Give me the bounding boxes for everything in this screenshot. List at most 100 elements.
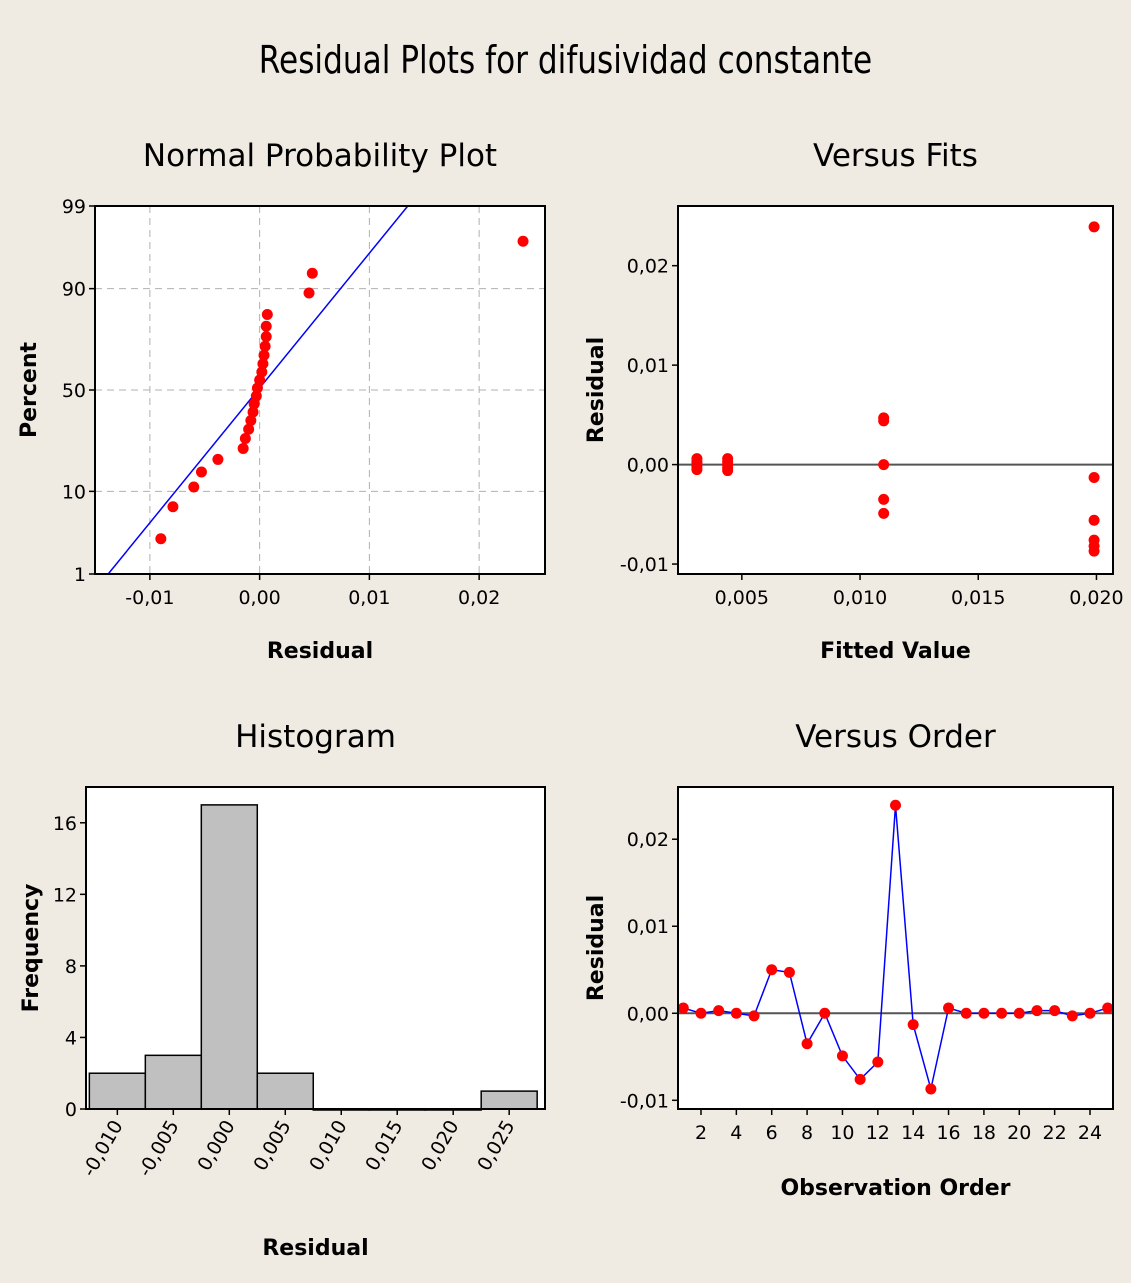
- residual-point: [260, 320, 272, 332]
- residual-point: [819, 1007, 831, 1019]
- figure-title: Residual Plots for difusividad constante: [258, 38, 873, 82]
- residual-point: [1031, 1005, 1043, 1017]
- y-axis-label: Residual: [584, 895, 609, 1001]
- plot-area: [678, 206, 1113, 574]
- residual-point: [943, 1002, 955, 1014]
- residual-point: [1084, 1007, 1096, 1019]
- residual-point: [695, 1007, 707, 1019]
- residual-point: [748, 1010, 760, 1022]
- residual-point: [1066, 1010, 1078, 1022]
- residual-point: [212, 453, 224, 465]
- x-tick-label: 20: [1007, 1122, 1031, 1144]
- residual-point: [801, 1038, 813, 1050]
- x-axis-label: Residual: [267, 639, 373, 664]
- residual-point: [258, 349, 270, 361]
- residual-point: [878, 415, 890, 427]
- x-tick-label: 0,005: [249, 1117, 295, 1175]
- x-tick-label: 0,02: [458, 587, 500, 609]
- residual-point: [517, 235, 529, 247]
- x-tick-label: 10: [830, 1122, 854, 1144]
- x-tick-label: 4: [730, 1122, 742, 1144]
- x-tick-label: 0,015: [361, 1117, 407, 1175]
- x-tick-label: 12: [866, 1122, 890, 1144]
- residual-point: [1088, 514, 1100, 526]
- y-tick-label: 0,02: [627, 829, 669, 851]
- residual-point: [836, 1050, 848, 1062]
- residual-point: [878, 459, 890, 471]
- x-axis-label: Fitted Value: [820, 639, 971, 664]
- y-axis-label: Residual: [584, 337, 609, 443]
- residual-point: [237, 442, 249, 454]
- x-tick-label: 0,015: [951, 587, 1005, 609]
- residual-point: [1013, 1007, 1025, 1019]
- residual-point: [247, 406, 259, 418]
- y-axis-label: Percent: [17, 342, 42, 439]
- y-tick-label: 0: [65, 1099, 77, 1121]
- histogram-bar: [144, 1054, 203, 1110]
- residual-point: [259, 340, 271, 352]
- y-tick-label: 90: [62, 279, 86, 301]
- x-tick-label: 2: [695, 1122, 707, 1144]
- residual-point: [713, 1005, 725, 1017]
- chart-title: Histogram: [235, 719, 396, 755]
- residual-point: [256, 366, 268, 378]
- residual-point: [303, 287, 315, 299]
- x-tick-label: 6: [766, 1122, 778, 1144]
- residual-point: [188, 481, 200, 493]
- histogram-bar: [200, 804, 259, 1110]
- plot-area: [95, 206, 545, 574]
- x-tick-label: 0,020: [1069, 587, 1123, 609]
- residual-point: [1049, 1005, 1061, 1017]
- histogram-bar: [480, 1090, 538, 1110]
- residual-point: [925, 1083, 937, 1095]
- y-tick-label: 0,01: [627, 916, 669, 938]
- histogram-bar: [88, 1072, 147, 1110]
- x-tick-label: 0,020: [417, 1117, 463, 1175]
- x-tick-label: 14: [901, 1122, 925, 1144]
- residual-point: [722, 465, 734, 477]
- x-tick-label: 0,010: [305, 1117, 351, 1175]
- residual-point: [261, 309, 273, 321]
- y-tick-label: 4: [65, 1027, 77, 1049]
- x-tick-label: 0,010: [833, 587, 887, 609]
- residual-point: [260, 331, 272, 343]
- residual-point: [907, 1019, 919, 1031]
- x-tick-label: 16: [936, 1122, 960, 1144]
- y-tick-label: 1: [74, 564, 86, 586]
- y-axis-label: Frequency: [19, 884, 44, 1013]
- residual-point: [167, 501, 179, 513]
- y-tick-label: 8: [65, 956, 77, 978]
- chart-title: Versus Order: [795, 719, 996, 755]
- versus-fits-chart: Versus Fits Fitted Value Residual 0,005 0,01…: [584, 138, 1124, 664]
- x-tick-label: -0,010: [78, 1117, 128, 1181]
- y-tick-label: 0,00: [627, 1003, 669, 1025]
- residual-point: [996, 1007, 1008, 1019]
- x-tick-label: 0,005: [715, 587, 769, 609]
- x-tick-label: -0,005: [134, 1117, 184, 1181]
- normal-probability-chart: Normal Probability Plot Residual Percent -0…: [17, 138, 546, 664]
- x-tick-label: 8: [801, 1122, 813, 1144]
- chart-title: Normal Probability Plot: [143, 138, 497, 174]
- x-tick-label: -0,01: [125, 587, 174, 609]
- residual-point: [245, 414, 257, 426]
- residual-point: [677, 1002, 689, 1014]
- residual-point: [854, 1073, 866, 1085]
- x-tick-label: 18: [972, 1122, 996, 1144]
- x-axis-label: Residual: [262, 1236, 368, 1261]
- residual-point: [978, 1007, 990, 1019]
- x-tick-label: 22: [1043, 1122, 1067, 1144]
- x-tick-label: 0,000: [193, 1117, 239, 1175]
- plot-area: [678, 787, 1113, 1109]
- residual-point: [155, 533, 167, 545]
- x-tick-label: 0,00: [238, 587, 280, 609]
- y-tick-label: -0,01: [620, 1090, 669, 1112]
- residual-point: [1102, 1002, 1114, 1014]
- histogram-chart: Histogram Residual Frequency 0 4 8 12 16 -0,010-…: [19, 719, 546, 1261]
- residual-point: [890, 799, 901, 811]
- residual-point: [306, 267, 318, 279]
- y-tick-label: 99: [62, 196, 86, 218]
- y-tick-label: 10: [62, 481, 86, 503]
- residual-point: [878, 493, 890, 505]
